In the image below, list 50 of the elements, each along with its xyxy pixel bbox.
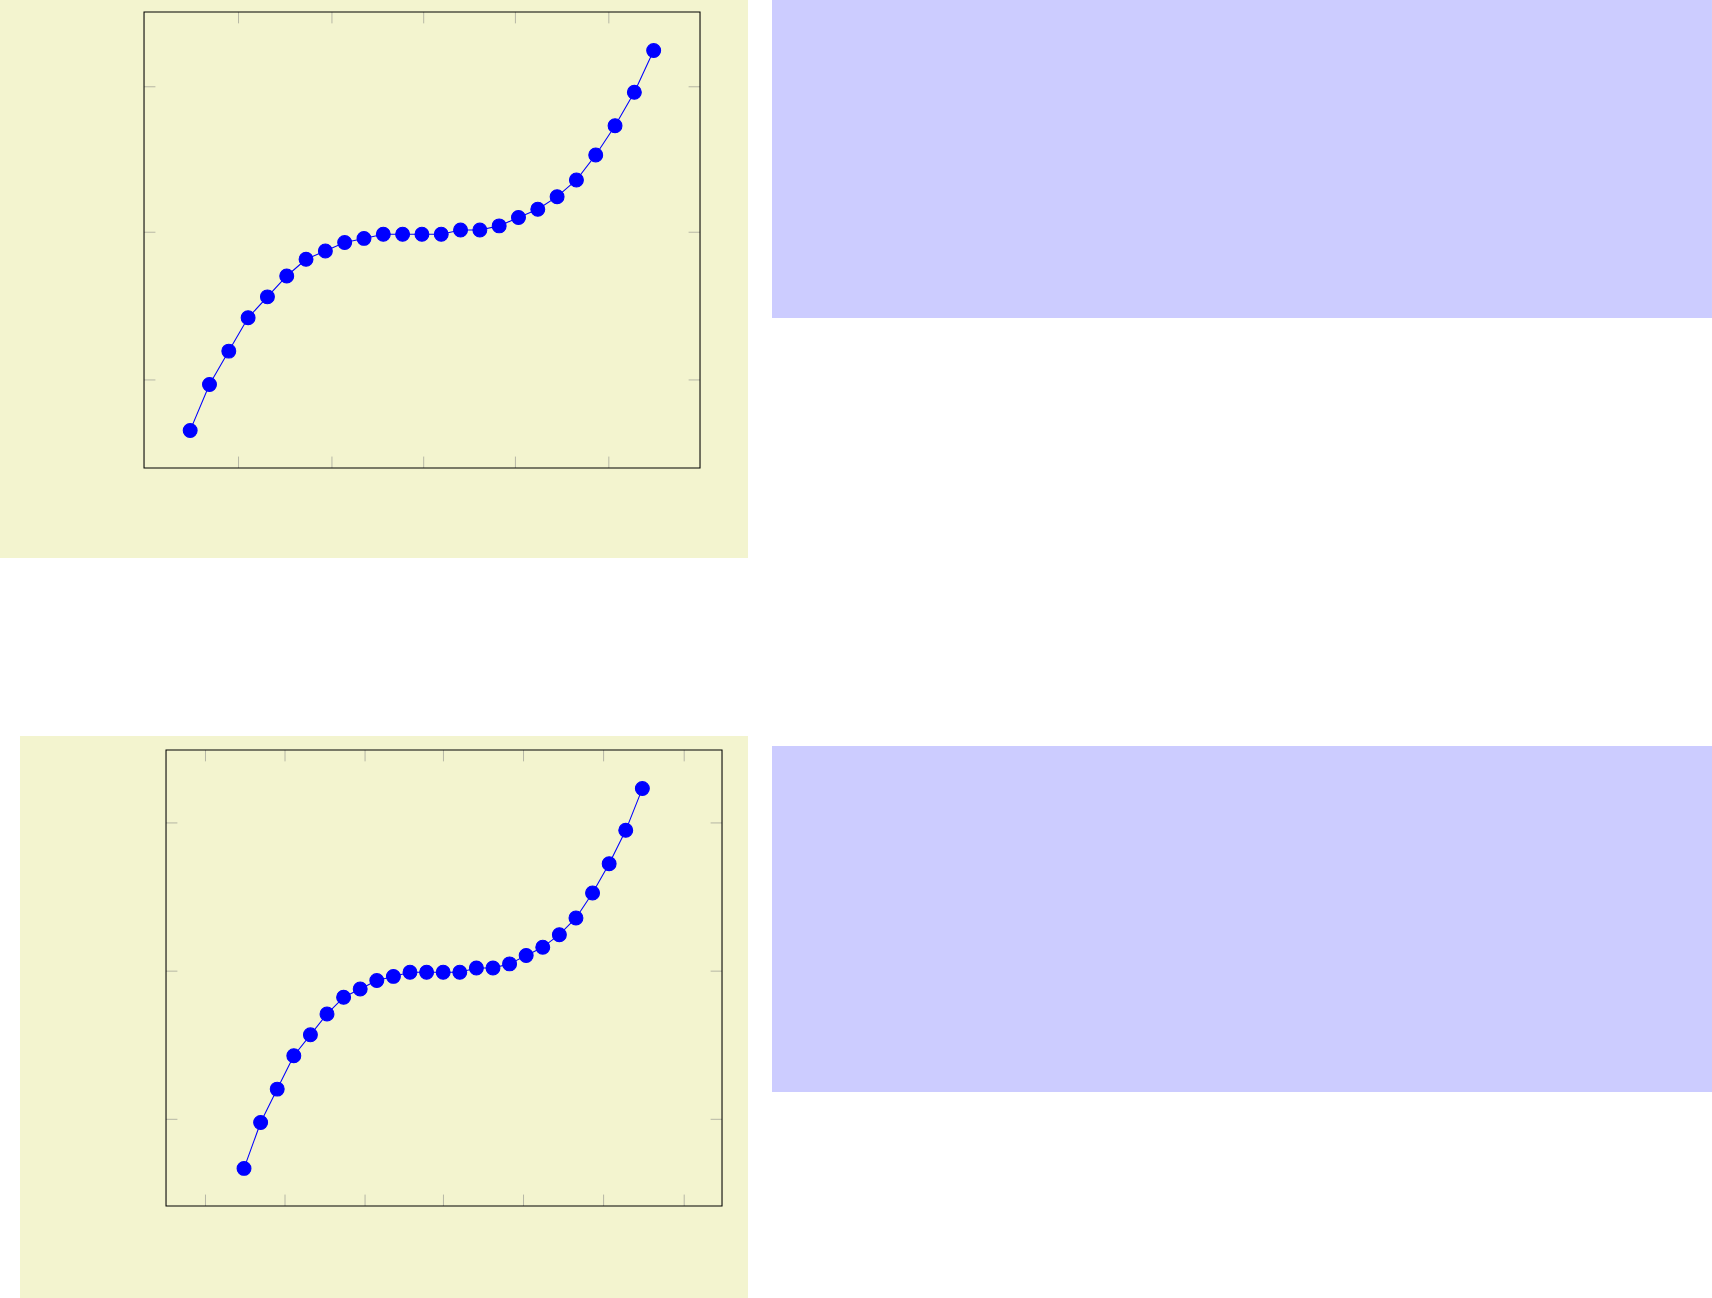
point [551, 927, 567, 943]
point [375, 226, 391, 242]
point [369, 973, 385, 989]
point [336, 989, 352, 1005]
point [202, 377, 217, 392]
point [626, 84, 642, 100]
point [601, 856, 617, 872]
point [535, 939, 551, 955]
point [182, 422, 198, 438]
point [402, 964, 418, 980]
point [568, 172, 584, 188]
point [319, 1006, 335, 1022]
point [286, 1048, 302, 1064]
point [472, 222, 488, 238]
point [253, 1115, 269, 1130]
point [568, 910, 584, 926]
point [433, 226, 449, 242]
point [549, 189, 565, 205]
point [511, 210, 526, 226]
point [585, 885, 601, 901]
point [634, 781, 650, 797]
point [302, 1027, 318, 1043]
point [618, 822, 634, 838]
point [468, 960, 484, 976]
point [502, 956, 518, 972]
point [279, 268, 295, 284]
point [269, 1081, 285, 1097]
point [530, 201, 546, 217]
point [395, 226, 411, 242]
point [259, 289, 275, 305]
point [352, 981, 368, 997]
point [240, 310, 256, 326]
point [356, 230, 372, 246]
point [607, 118, 623, 134]
point [298, 251, 314, 267]
point [385, 968, 401, 984]
point [236, 1160, 252, 1176]
point [453, 222, 469, 238]
point [414, 226, 430, 242]
point [221, 343, 237, 359]
point [646, 43, 662, 59]
point [588, 147, 604, 163]
point [419, 964, 435, 980]
point [452, 964, 468, 980]
point [491, 218, 507, 234]
point [435, 964, 451, 980]
point [337, 235, 353, 251]
point [485, 960, 501, 976]
point [518, 948, 534, 964]
point [317, 243, 333, 259]
